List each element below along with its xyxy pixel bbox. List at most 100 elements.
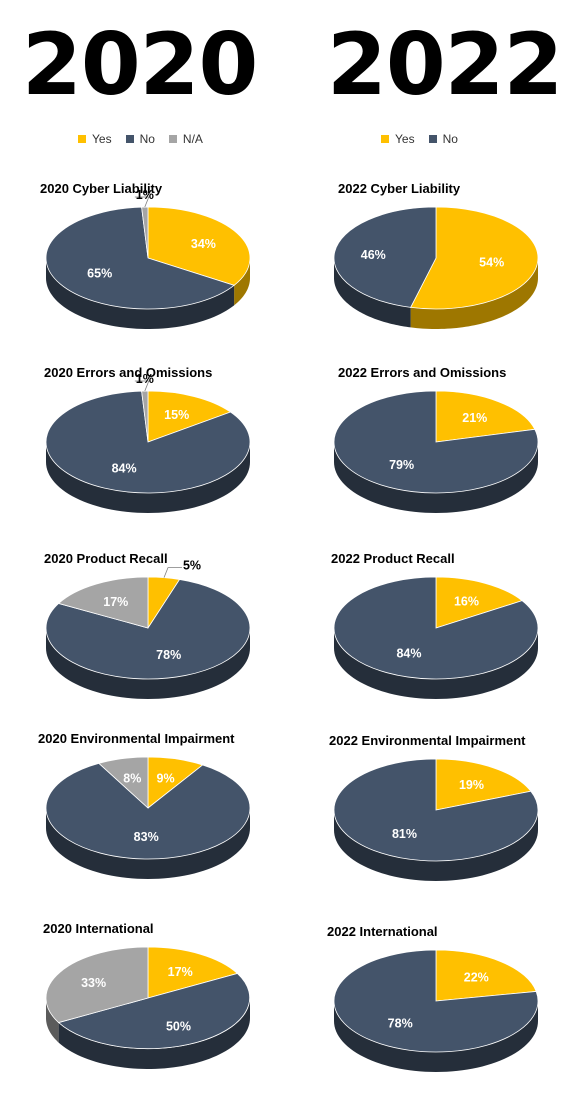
legend-2022: Yes No (381, 132, 472, 146)
chart-2020-errors-omissions: 2020 Errors and Omissions 15% 84% 1% (28, 357, 286, 535)
data-label-yes: 34% (191, 237, 216, 251)
pie-side-no (46, 808, 250, 879)
pie-side-no (334, 442, 538, 513)
pie-slice-yes (435, 390, 536, 443)
pie-slice-yes (410, 206, 539, 310)
legend-entry-no: No (125, 132, 155, 146)
year-2020-heading: 2020 (22, 15, 258, 115)
pie-side-no (46, 628, 250, 699)
pie-side-na (46, 998, 59, 1043)
data-label-no: 84% (112, 461, 137, 475)
legend-label: N/A (182, 132, 203, 146)
pie-svg: 9% 83% 8% (45, 756, 251, 879)
pie-side-no (58, 998, 251, 1069)
pie-slice-no (333, 758, 539, 862)
legend-swatch (168, 135, 177, 143)
legend-swatch (125, 135, 134, 143)
chart-title: 2020 International (43, 921, 154, 936)
pie-slice-no (333, 206, 437, 308)
data-label-yes: 15% (164, 408, 189, 422)
pie-svg: 22% 78% (333, 949, 539, 1072)
pie-slice-no (333, 949, 539, 1053)
data-label-na: 8% (123, 771, 141, 785)
chart-title: 2020 Environmental Impairment (38, 731, 235, 746)
leader-line (163, 567, 182, 578)
chart-2020-cyber-liability: 2020 Cyber Liability 34% 65% 1% (28, 173, 286, 351)
pie-side-no (334, 628, 538, 699)
legend-2020: Yes No N/A (78, 132, 217, 146)
pie-svg: 5% 78% 17% (45, 559, 251, 699)
data-label-yes: 17% (168, 965, 193, 979)
data-label-no: 50% (166, 1020, 191, 1034)
pie-svg: 16% 84% (333, 576, 539, 699)
leader-line (134, 196, 150, 208)
data-label-no: 65% (87, 266, 112, 280)
pie-svg: 19% 81% (333, 758, 539, 881)
data-label-na: 1% (136, 372, 154, 386)
legend-label: No (139, 132, 155, 146)
pie-side-no (46, 442, 250, 513)
legend-label: Yes (92, 132, 112, 146)
pie-slice-na (57, 576, 149, 629)
pie-slice-no (45, 390, 251, 494)
data-label-na: 17% (103, 595, 128, 609)
data-label-no: 78% (156, 648, 181, 662)
pie-side-no (46, 258, 235, 329)
legend-entry-no: No (428, 132, 458, 146)
pie-side-yes (234, 258, 250, 306)
pie-slice-yes (435, 576, 523, 629)
pie-slice-no (333, 390, 539, 494)
data-label-yes: 21% (462, 411, 487, 425)
pie-side-no (334, 810, 538, 881)
data-label-no: 83% (134, 830, 159, 844)
chart-title: 2022 Errors and Omissions (338, 365, 507, 380)
data-label-yes: 54% (479, 256, 504, 270)
legend-entry-yes: Yes (381, 132, 415, 146)
data-label-yes: 5% (183, 559, 201, 573)
pie-svg: 34% 65% 1% (45, 188, 251, 329)
pie-slice-na (141, 206, 149, 259)
pie-slice-yes (435, 949, 537, 1002)
data-label-yes: 19% (459, 778, 484, 792)
chart-2022-cyber-liability: 2022 Cyber Liability 54% 46% (316, 173, 571, 351)
pie-slice-na (45, 946, 149, 1024)
data-label-na: 33% (81, 976, 106, 990)
pie-side-yes (410, 258, 538, 329)
pie-slice-yes (147, 390, 232, 443)
pie-slice-no (333, 576, 539, 680)
pie-svg: 21% 79% (333, 390, 539, 513)
data-label-yes: 16% (454, 594, 479, 608)
chart-title: 2022 Cyber Liability (338, 181, 461, 196)
data-label-no: 46% (361, 248, 386, 262)
legend-swatch (381, 135, 389, 143)
pie-side-no (334, 258, 411, 328)
legend-swatch (78, 135, 86, 143)
leader-line (134, 380, 150, 392)
pie-svg: 54% 46% (333, 206, 539, 329)
legend-entry-na: N/A (168, 132, 203, 146)
pie-slice-no (45, 206, 235, 310)
chart-2020-international: 2020 International 17% 50% 33% (28, 913, 286, 1091)
pie-slice-yes (435, 758, 532, 811)
chart-title: 2020 Cyber Liability (40, 181, 163, 196)
chart-title: 2022 International (327, 924, 438, 939)
data-label-yes: 9% (157, 772, 175, 786)
chart-2020-product-recall: 2020 Product Recall 5% 78% 17% (28, 543, 286, 721)
legend-entry-yes: Yes (78, 132, 112, 146)
pie-slice-na (98, 756, 149, 809)
data-label-no: 78% (388, 1017, 413, 1031)
chart-title: 2022 Environmental Impairment (329, 733, 526, 748)
data-label-na: 1% (136, 188, 154, 202)
legend-swatch (428, 135, 437, 143)
pie-side-no (334, 1001, 538, 1072)
data-label-no: 79% (389, 458, 414, 472)
legend-label: No (442, 132, 458, 146)
chart-2022-environmental-impairment: 2022 Environmental Impairment 19% 81% (316, 725, 571, 903)
chart-2022-product-recall: 2022 Product Recall 16% 84% (316, 543, 571, 721)
chart-2022-errors-omissions: 2022 Errors and Omissions 21% 79% (316, 357, 571, 535)
data-label-yes: 22% (464, 971, 489, 985)
pie-svg: 17% 50% 33% (45, 946, 251, 1069)
chart-title: 2020 Errors and Omissions (44, 365, 213, 380)
year-2022-heading: 2022 (327, 15, 563, 115)
legend-label: Yes (395, 132, 415, 146)
